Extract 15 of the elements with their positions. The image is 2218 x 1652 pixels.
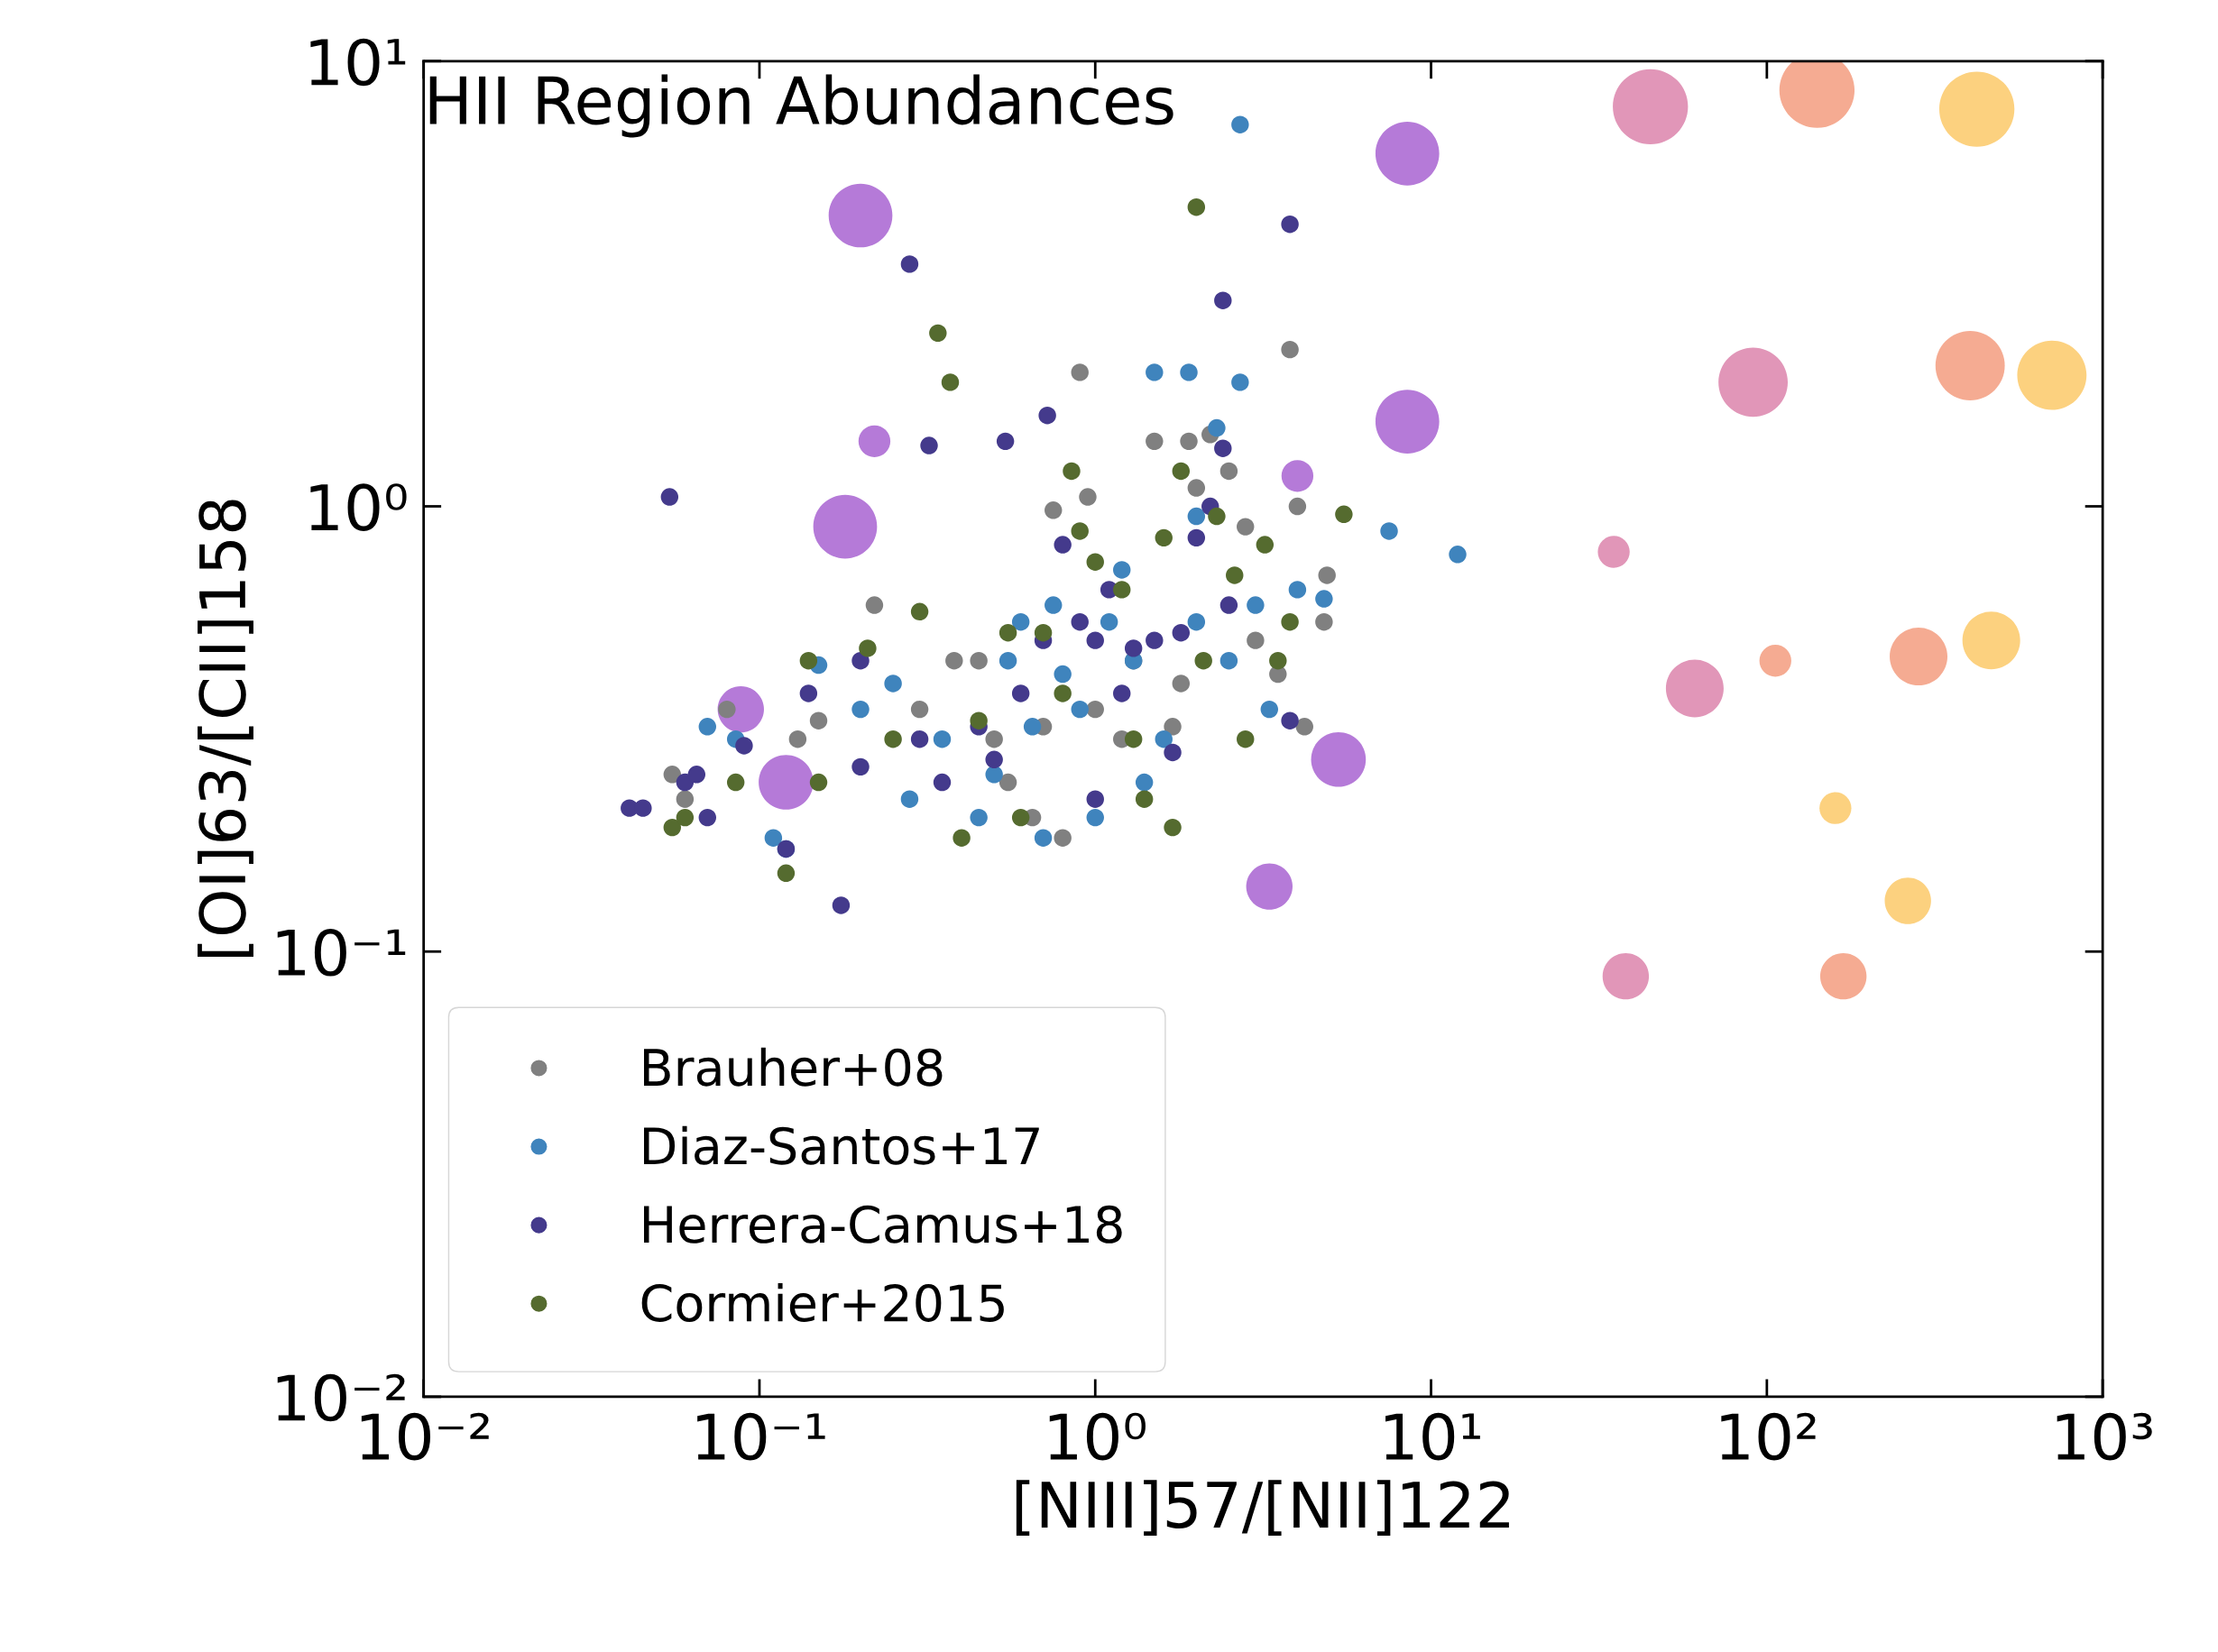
x-axis-title: [NIII]57/[NII]122 xyxy=(1016,1480,1509,1537)
x-tick-label: 10⁻¹ xyxy=(697,1412,825,1461)
chart-title: HII Region Abundances xyxy=(429,74,1173,138)
y-axis-title: [OI]63/[CII]158 xyxy=(198,500,253,958)
x-tick-label: 10² xyxy=(1721,1412,1816,1461)
x-tick-label: 10³ xyxy=(2057,1412,2152,1461)
legend-label: Cormier+2015 xyxy=(641,1282,1004,1322)
y-tick-label: 10¹ xyxy=(310,38,406,87)
x-tick-label: 10¹ xyxy=(1385,1412,1480,1461)
y-tick-label: 10⁻¹ xyxy=(277,929,406,977)
legend-label: Diaz-Santos+17 xyxy=(644,1125,1039,1165)
x-tick-label: 10⁰ xyxy=(1049,1412,1146,1461)
legend-label: Herrera-Camus+18 xyxy=(644,1205,1122,1244)
legend-label: Brauher+08 xyxy=(644,1047,943,1087)
y-tick-label: 10⁰ xyxy=(310,483,407,531)
